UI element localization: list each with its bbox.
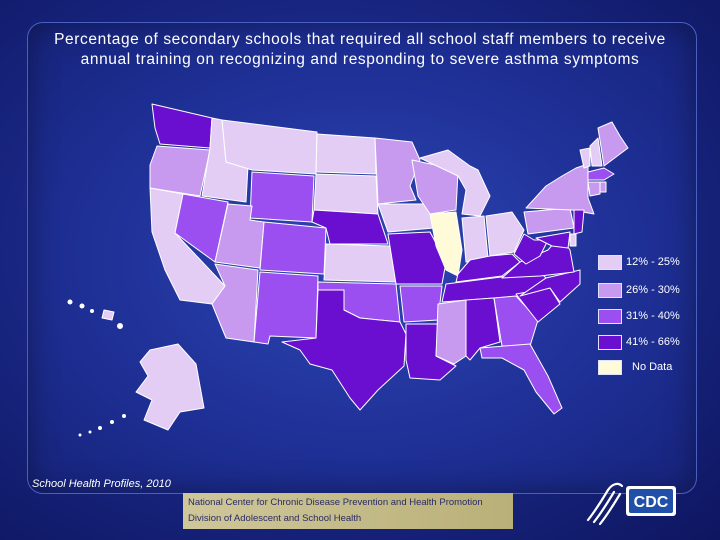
state-md [535, 231, 571, 249]
state-nd [315, 133, 377, 175]
state-or [149, 145, 211, 197]
legend-swatch [598, 335, 622, 350]
source-citation: School Health Profiles, 2010 [32, 478, 171, 490]
state-nc [519, 269, 581, 303]
state-mo [387, 231, 447, 285]
legend-label: No Data [632, 361, 673, 373]
state-ar [399, 285, 443, 323]
state-de [569, 233, 577, 247]
state-co [259, 221, 327, 275]
state-sd [313, 173, 379, 215]
footer-division-name: Division of Adolescent and School Health [188, 513, 362, 524]
state-in [461, 215, 489, 263]
legend-label: 31% - 40% [626, 310, 680, 322]
state-ct [587, 181, 601, 197]
state-ms [435, 299, 467, 365]
state-pa [523, 207, 575, 235]
state-ks [323, 243, 397, 283]
state-mi [419, 149, 491, 217]
state-nh [589, 137, 603, 167]
state-ri [599, 181, 607, 193]
state-vt [579, 147, 591, 169]
legend-swatch [598, 255, 622, 270]
state-wy [249, 171, 315, 223]
legend-label: 26% - 30% [626, 284, 680, 296]
state-hi [101, 309, 115, 321]
hhs-eagle-icon [586, 482, 624, 526]
state-wa [151, 103, 213, 149]
state-nj [573, 209, 585, 235]
footer-bar: National Center for Chronic Disease Prev… [183, 493, 513, 529]
state-nm [253, 271, 319, 345]
state-az [211, 263, 259, 343]
legend-swatch [598, 360, 622, 375]
cdc-logo: CDC [586, 482, 676, 526]
island-dots [67, 299, 126, 437]
state-ak [135, 343, 205, 431]
state-ky [455, 253, 521, 283]
state-mt [221, 119, 318, 175]
state-me [597, 121, 629, 167]
cdc-logo-text: CDC [634, 494, 669, 511]
legend-label: 41% - 66% [626, 336, 680, 348]
state-tx [281, 289, 407, 411]
legend-label: 12% - 25% [626, 256, 680, 268]
state-ma [587, 167, 615, 181]
footer-center-name: National Center for Chronic Disease Prev… [188, 497, 483, 508]
state-mn [374, 137, 421, 205]
map-title: Percentage of secondary schools that req… [54, 31, 666, 68]
state-ny [525, 163, 595, 215]
legend-swatch [598, 309, 622, 324]
legend-swatch [598, 283, 622, 298]
state-fl [479, 343, 563, 415]
state-oh [485, 211, 525, 257]
